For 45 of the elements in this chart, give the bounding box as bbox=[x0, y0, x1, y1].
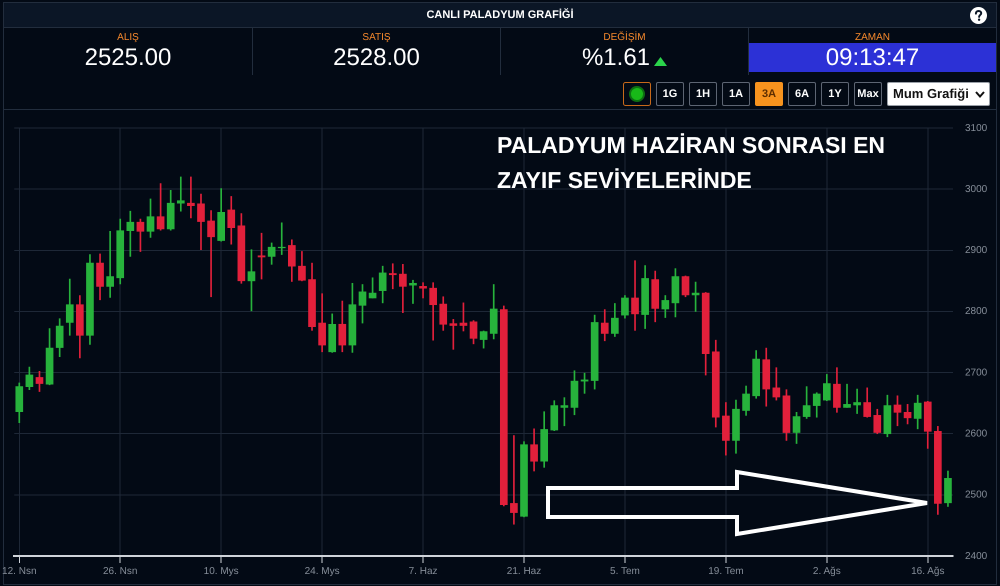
candlestick bbox=[631, 260, 639, 331]
x-tick-label: 12. Nsn bbox=[2, 566, 37, 577]
period-button: 3A bbox=[755, 82, 783, 106]
x-tick-label: 2. Ağs bbox=[812, 566, 841, 577]
y-tick-label: 2600 bbox=[965, 428, 988, 440]
y-tick-label: 2700 bbox=[965, 367, 988, 378]
x-tick-label: 7. Haz bbox=[408, 566, 438, 577]
text: 09:13:47 bbox=[826, 44, 920, 72]
x-tick-label: 16. Ağs bbox=[911, 566, 944, 577]
y-tick-label: 2900 bbox=[965, 245, 988, 256]
x-tick-label: 26. Nsn bbox=[103, 566, 138, 577]
candlestick bbox=[409, 280, 417, 304]
text: 2525.00 bbox=[84, 44, 172, 72]
period-button: 6A bbox=[788, 82, 816, 106]
candlestick bbox=[248, 249, 256, 312]
x-tick-label: 24. Mys bbox=[304, 566, 340, 577]
candlestick bbox=[843, 384, 851, 408]
x-tick-label: 19. Tem bbox=[708, 566, 744, 577]
period-button: 1Y bbox=[821, 82, 849, 106]
period-button: 1H bbox=[689, 82, 717, 106]
category-label: DEĞİŞİM bbox=[603, 32, 646, 43]
x-tick-label: 5. Tem bbox=[610, 566, 640, 577]
dropdown-select: Mum Grafiği bbox=[887, 82, 990, 106]
period-button: Max bbox=[854, 82, 882, 106]
y-tick-label: 3000 bbox=[965, 184, 988, 195]
category-label: SATIŞ bbox=[362, 32, 391, 43]
period-button: 1G bbox=[656, 82, 684, 106]
y-tick-label: 2400 bbox=[965, 550, 988, 562]
candlestick bbox=[419, 282, 427, 298]
annotation: PALADYUM HAZİRAN SONRASI EN ZAYIF SEVİYELERİNDE bbox=[497, 132, 886, 193]
y-tick-label: 3100 bbox=[965, 122, 988, 134]
candlestick bbox=[258, 232, 266, 280]
category-label: ZAMAN bbox=[855, 32, 890, 43]
text: CANLI PALADYUM GRAFİĞİ bbox=[426, 9, 574, 21]
candlestick bbox=[460, 302, 468, 332]
y-tick-label: 2500 bbox=[965, 490, 988, 501]
y-tick-label: 2800 bbox=[965, 306, 988, 318]
candlestick bbox=[580, 372, 588, 394]
text: 2528.00 bbox=[333, 44, 420, 72]
text: %1.61 bbox=[582, 44, 650, 72]
x-tick-label: 21. Haz bbox=[506, 566, 542, 577]
category-label: ALIŞ bbox=[117, 32, 139, 43]
candlestick bbox=[207, 210, 215, 298]
x-tick-label: 10. Mys bbox=[204, 566, 239, 577]
period-button: 1A bbox=[722, 82, 750, 106]
